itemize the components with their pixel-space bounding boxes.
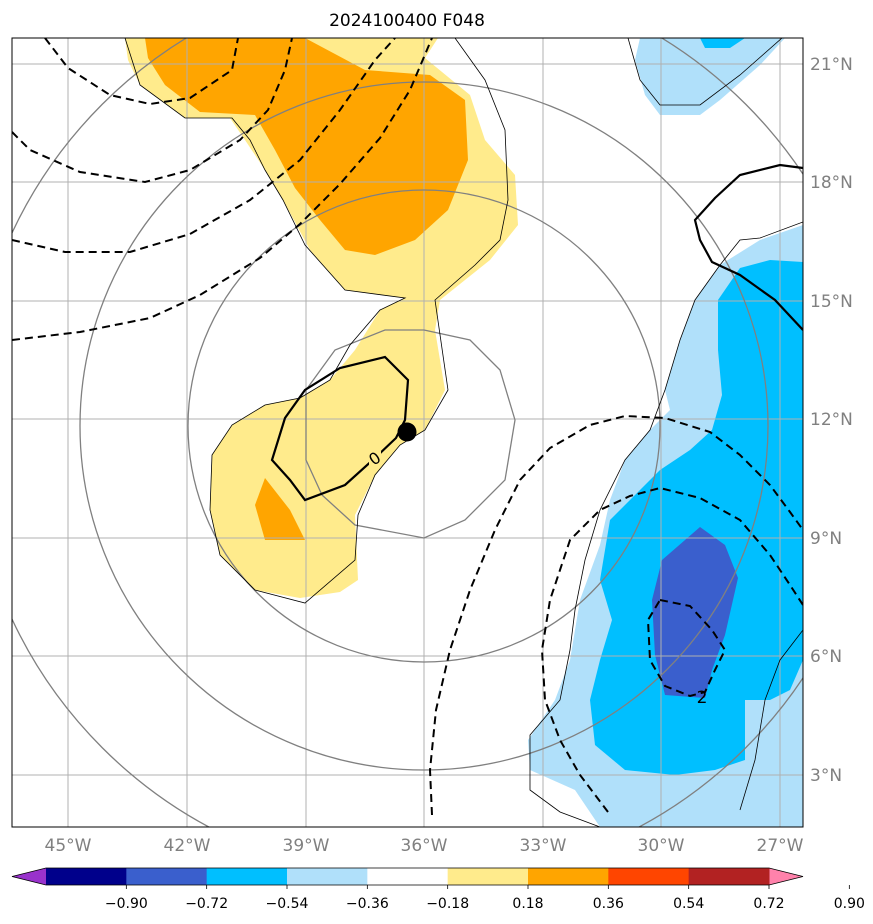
storm-center-marker — [397, 422, 417, 442]
filled-contours — [125, 38, 803, 827]
x-tick-label: 36°W — [401, 836, 448, 856]
colorbar-extend-low — [12, 868, 46, 885]
colorbar-extend-high — [769, 868, 803, 885]
colorbar-tick-label: −0.18 — [426, 896, 469, 912]
thin-boundary-se — [529, 221, 803, 827]
thin-boundaries — [124, 38, 803, 827]
x-axis-ticks: 45°W 42°W 39°W 36°W 33°W 30°W 27°W — [45, 836, 804, 856]
colorbar-segment — [206, 868, 288, 885]
fill-region-blue-se — [590, 260, 803, 775]
x-tick-label: 30°W — [638, 836, 685, 856]
thin-boundary-north — [124, 38, 509, 604]
colorbar-tick-label: −0.36 — [346, 896, 389, 912]
x-tick-label: 27°W — [757, 836, 804, 856]
range-ring-2 — [187, 189, 661, 663]
dashed-contour-3 — [12, 38, 396, 253]
solid-contour-center — [270, 355, 410, 502]
y-tick-label: 18°N — [810, 173, 853, 193]
colorbar-segment — [528, 868, 609, 885]
colorbar-outline — [11, 867, 804, 886]
chart-title: 2024100400 F048 — [329, 11, 485, 31]
range-ring-3 — [79, 81, 769, 771]
x-tick-label: 39°W — [283, 836, 330, 856]
x-tick-label: 33°W — [520, 836, 567, 856]
colorbar: −0.90 −0.72 −0.54 −0.36 −0.18 0.18 0.36 0.54 0.7… — [11, 867, 865, 912]
colorbar-segment — [126, 868, 208, 885]
y-tick-label: 3°N — [810, 766, 842, 786]
colorbar-segment — [447, 868, 529, 885]
range-ring-1 — [305, 329, 516, 539]
contour-labels: 0 2 — [365, 448, 707, 708]
contour-label-background — [369, 451, 381, 467]
thin-boundary-ne — [627, 38, 783, 106]
y-tick-label: 21°N — [810, 55, 853, 75]
solid-contours — [270, 163, 803, 502]
colorbar-segment — [46, 868, 127, 885]
map-area — [12, 38, 803, 827]
fill-region-blue-ne — [700, 38, 745, 48]
colorbar-segment — [688, 868, 770, 885]
colorbar-tick-label: 0.36 — [593, 896, 624, 912]
colorbar-tick-label: 0.90 — [834, 896, 865, 912]
fill-region-dark-blue-se — [652, 527, 738, 698]
y-tick-label: 15°N — [810, 292, 853, 312]
y-tick-label: 6°N — [810, 647, 842, 667]
colorbar-segment — [367, 868, 449, 885]
colorbar-tick-label: 0.72 — [753, 896, 784, 912]
y-axis-ticks: 3°N 6°N 9°N 12°N 15°N 18°N 21°N — [810, 55, 853, 786]
y-tick-label: 9°N — [810, 529, 842, 549]
dashed-contour-7 — [646, 598, 727, 698]
colorbar-tick-label: −0.72 — [185, 896, 228, 912]
map-frame — [11, 37, 804, 828]
x-tick-label: 42°W — [164, 836, 211, 856]
solid-contour-ne — [693, 163, 803, 331]
colorbar-tick-label: 0.18 — [512, 896, 543, 912]
x-tick-label: 45°W — [45, 836, 92, 856]
dashed-contour-5 — [428, 414, 803, 816]
colorbar-tick-label: −0.90 — [105, 896, 148, 912]
colorbar-tick-label: 0.54 — [673, 896, 704, 912]
range-rings — [12, 38, 803, 827]
contour-label-2: 2 — [697, 688, 708, 708]
colorbar-segment — [287, 868, 368, 885]
dashed-contours — [12, 38, 803, 816]
colorbar-segment — [608, 868, 690, 885]
dashed-contour-2 — [12, 38, 293, 184]
y-tick-label: 12°N — [810, 410, 853, 430]
fill-region-light-blue-ne — [635, 38, 785, 115]
fill-region-orange-south — [255, 478, 305, 540]
colorbar-tick-label: −0.54 — [266, 896, 309, 912]
dashed-contour-4 — [12, 38, 433, 341]
